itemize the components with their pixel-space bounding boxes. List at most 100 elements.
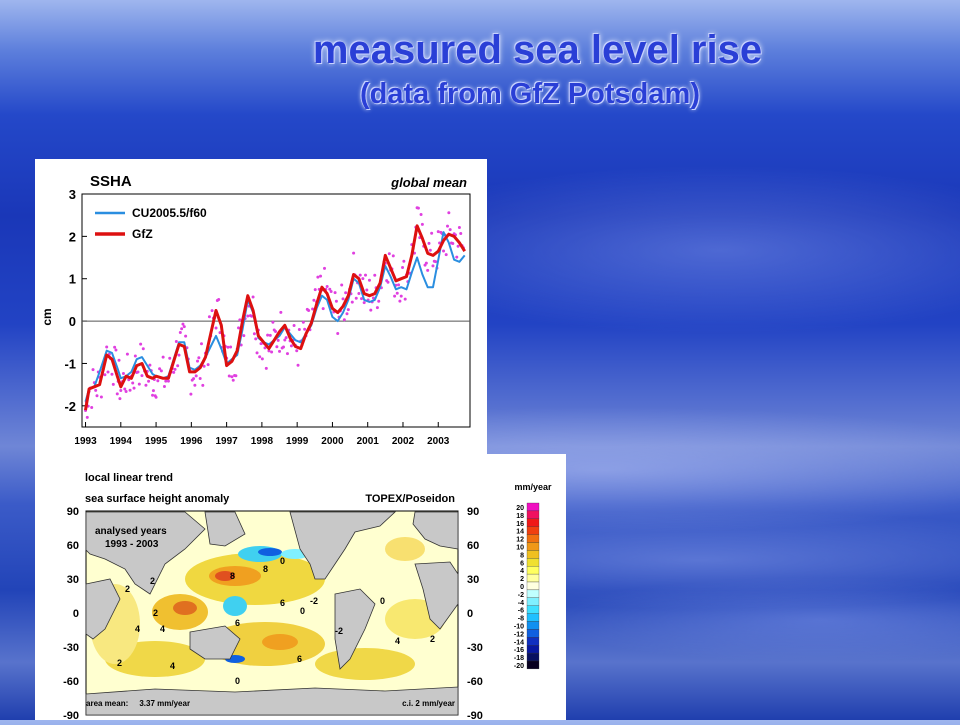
continent-antarctica [85,686,459,716]
area-mean-footer: area mean: 3.37 mm/year [86,699,190,708]
monthly-point [192,377,196,381]
monthly-point [325,284,329,288]
monthly-point [124,390,128,394]
colorbar: 20181614121086420-2-4-6-8-10-12-14-16-18… [514,502,540,670]
series-line-gfz [84,224,466,411]
monthly-point [373,273,377,277]
monthly-point [296,363,300,367]
monthly-point [111,382,115,386]
monthly-point [113,345,117,349]
trend-map-panel: local linear trend sea surface height an… [35,454,566,722]
colorbar-swatch [526,621,540,630]
monthly-point [398,299,402,303]
x-tick-label: 1995 [145,436,168,447]
monthly-point [210,309,214,313]
monthly-point [151,393,155,397]
latitude-label: 90 [467,506,479,518]
monthly-point [426,268,430,272]
monthly-point [391,254,395,258]
contour-label: 8 [230,571,235,581]
monthly-point [285,352,289,356]
monthly-point [352,251,356,255]
monthly-point [119,389,123,393]
monthly-point [148,363,152,367]
continent-north-america [289,511,397,580]
x-tick-label: 1996 [180,436,203,447]
colorbar-swatch [526,518,540,527]
monthly-point [166,379,170,383]
contour-label: 4 [135,624,140,634]
monthly-point [147,379,151,383]
monthly-point [284,336,288,340]
monthly-point [344,291,348,295]
monthly-point [387,252,391,256]
colorbar-tick-label: 0 [520,584,524,591]
monthly-point [151,389,155,393]
colorbar-tick-label: -14 [514,639,524,646]
colorbar-swatch [526,605,540,614]
monthly-point [230,375,234,379]
contour-interval-footer: c.i. 2 mm/year [402,699,455,708]
trend-region [173,601,197,615]
monthly-point [123,387,127,391]
colorbar-swatch [526,613,540,622]
monthly-point [164,379,168,383]
monthly-point [329,290,333,294]
monthly-point [90,405,94,409]
colorbar-swatch [526,629,540,638]
monthly-point [91,368,95,372]
trend-region [223,596,247,616]
monthly-point [115,392,119,396]
colorbar-tick-label: -6 [518,608,524,615]
x-tick-label: 1998 [251,436,274,447]
monthly-point [399,294,403,298]
monthly-point [403,297,407,301]
colorbar-tick-label: -2 [518,592,524,599]
monthly-point [125,352,129,356]
monthly-point [375,306,379,310]
colorbar-tick-label: -10 [514,624,524,631]
monthly-point [340,283,344,287]
continent-africa [414,561,459,630]
colorbar-tick-label: 2 [520,576,524,583]
colorbar-tick-label: 10 [516,545,524,552]
monthly-point [333,291,337,295]
monthly-point [301,320,305,324]
monthly-point [364,273,368,277]
colorbar-swatch [526,566,540,575]
monthly-point [106,370,110,374]
monthly-point [173,367,177,371]
monthly-point [196,359,200,363]
monthly-point [360,297,364,301]
monthly-point [255,351,259,355]
colorbar-tick-label: -18 [514,655,524,662]
colorbar-tick-label: 14 [516,529,524,536]
colorbar-tick-label: 12 [516,537,524,544]
plot-frame [81,193,471,428]
monthly-point [242,334,246,338]
contour-label: 4 [395,636,400,646]
monthly-point [184,334,188,338]
analysed-years-range: 1993 - 2003 [105,539,159,550]
colorbar-swatch [526,589,540,598]
monthly-point [346,308,350,312]
monthly-point [350,300,354,304]
continent-africa-west [85,578,121,640]
monthly-point [455,255,459,259]
monthly-point [459,232,463,236]
x-tick-label: 1997 [215,436,238,447]
monthly-point [323,266,326,270]
monthly-point [289,344,293,348]
colorbar-tick-label: 4 [520,568,524,575]
ssha-chart-panel: SSHA global mean cm -2 -1 0 1 2 3 1993 1994 1995… [35,159,487,456]
y-tick-label: -1 [64,356,76,371]
contour-label: 0 [300,606,305,616]
monthly-point [214,326,218,330]
monthly-point [103,373,107,377]
latitude-label: 0 [73,608,79,620]
monthly-point [457,226,461,230]
monthly-point [117,358,121,362]
monthly-point [238,318,242,322]
